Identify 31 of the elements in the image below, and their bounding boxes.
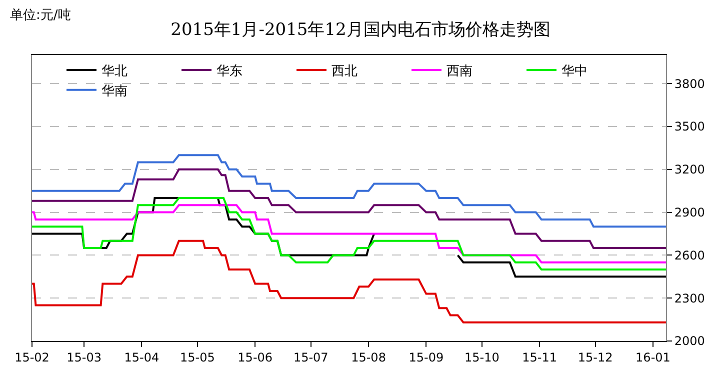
x-tick-label: 15-03 [66, 350, 102, 364]
x-tick-label: 15-02 [14, 350, 50, 364]
y-tick-label: 2900 [674, 206, 705, 220]
text: 单位:元/吨 [10, 8, 71, 23]
y-tick-label: 3800 [674, 76, 705, 91]
y-tick-label: 2600 [674, 248, 705, 262]
legend-label: 华北 [102, 64, 128, 80]
chart-title: 2015年1月-2015年12月国内电石市场价格走势图 [170, 20, 550, 40]
x-tick-label: 16-01 [636, 350, 670, 364]
y-tick-label: 3500 [674, 120, 705, 134]
line-series [32, 240, 666, 324]
line-series [32, 168, 666, 250]
x-tick-label: 15-07 [293, 350, 328, 364]
y-tick-label: 2000 [674, 334, 705, 348]
x-tick-label: 15-11 [522, 350, 558, 364]
legend-label: 西北 [332, 64, 358, 80]
x-tick-label: 15-08 [351, 350, 386, 364]
line-series [32, 204, 666, 264]
y-tick-label: 3200 [674, 162, 705, 177]
x-tick-label: 15-05 [180, 350, 215, 364]
y-tick-label: 2300 [674, 291, 705, 306]
x-tick-label: 15-09 [408, 350, 444, 364]
line-series [32, 154, 666, 228]
legend-label: 华南 [102, 84, 128, 99]
legend-label: 西南 [446, 64, 472, 80]
legend-label: 华东 [216, 64, 242, 80]
legend-label: 华中 [562, 64, 588, 80]
x-tick-label: 15-10 [464, 350, 500, 364]
x-tick-label: 15-12 [578, 350, 613, 364]
x-tick-label: 15-04 [124, 350, 160, 364]
x-tick-label: 15-06 [238, 350, 273, 364]
